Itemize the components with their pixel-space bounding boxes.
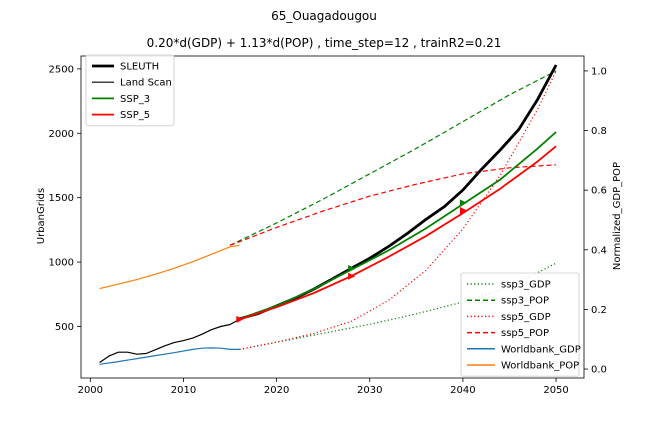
chart-title: 65_Ouagadougou xyxy=(271,9,377,23)
series-line-land-scan xyxy=(99,318,240,363)
legend-right-label: ssp3_GDP xyxy=(501,280,551,291)
legend-right-box xyxy=(460,272,580,377)
right-y-tick-label: 0.2 xyxy=(591,305,607,316)
chart-subtitle: 0.20*d(GDP) + 1.13*d(POP) , time_step=12… xyxy=(147,36,502,50)
right-y-tick-label: 0.8 xyxy=(591,126,607,137)
x-tick-label: 2050 xyxy=(543,385,568,396)
left-y-tick-label: 500 xyxy=(55,322,74,333)
series-line-ssp-3 xyxy=(239,131,557,320)
series-line-worldbank-pop xyxy=(99,244,240,290)
legend-left-label: SSP_3 xyxy=(120,94,150,105)
legend-left-label: SLEUTH xyxy=(120,62,159,73)
legend-right-label: Worldbank_POP xyxy=(501,361,579,372)
series-marker xyxy=(459,207,467,215)
right-y-tick-label: 1.0 xyxy=(591,66,607,77)
series-line-ssp5-gdp xyxy=(239,70,557,350)
series-marker xyxy=(236,315,244,323)
legend-right-label: ssp5_POP xyxy=(501,328,549,339)
series-line-ssp3-pop xyxy=(229,70,557,246)
x-tick-label: 2000 xyxy=(78,385,103,396)
right-y-tick-label: 0.4 xyxy=(591,245,607,256)
left-y-tick-label: 2000 xyxy=(49,129,74,140)
legend-left-box xyxy=(85,54,175,127)
legend-left-label: SSP_5 xyxy=(120,110,150,121)
series-marker xyxy=(348,272,356,280)
x-tick-label: 2030 xyxy=(357,385,382,396)
series-line-ssp-5 xyxy=(239,145,557,321)
plot-frame xyxy=(80,55,585,379)
right-axis-label: Normalized_GDP_POP xyxy=(612,162,623,270)
x-tick-label: 2040 xyxy=(450,385,475,396)
series-line-ssp5-pop xyxy=(229,164,557,246)
left-y-tick-label: 1500 xyxy=(49,193,74,204)
x-tick-label: 2020 xyxy=(264,385,289,396)
left-y-tick-label: 2500 xyxy=(49,64,74,75)
series-line-worldbank-gdp xyxy=(99,347,240,365)
legend-left-label: Land Scan xyxy=(120,78,172,89)
x-tick-label: 2010 xyxy=(171,385,196,396)
legend-right-label: Worldbank_GDP xyxy=(501,344,581,355)
legend-right-label: ssp5_GDP xyxy=(501,312,551,323)
left-y-tick-label: 1000 xyxy=(49,258,74,269)
series-marker xyxy=(459,199,467,207)
right-y-tick-label: 0.0 xyxy=(591,365,607,376)
left-axis-label: UrbanGrids xyxy=(36,188,47,244)
series-marker xyxy=(348,265,356,273)
right-y-tick-label: 0.6 xyxy=(591,186,607,197)
legend-right-label: ssp3_POP xyxy=(501,296,549,307)
plot-area: 2000 2010 2020 2030 2040 2050 500 1000 1500 2000 2… xyxy=(49,54,607,396)
